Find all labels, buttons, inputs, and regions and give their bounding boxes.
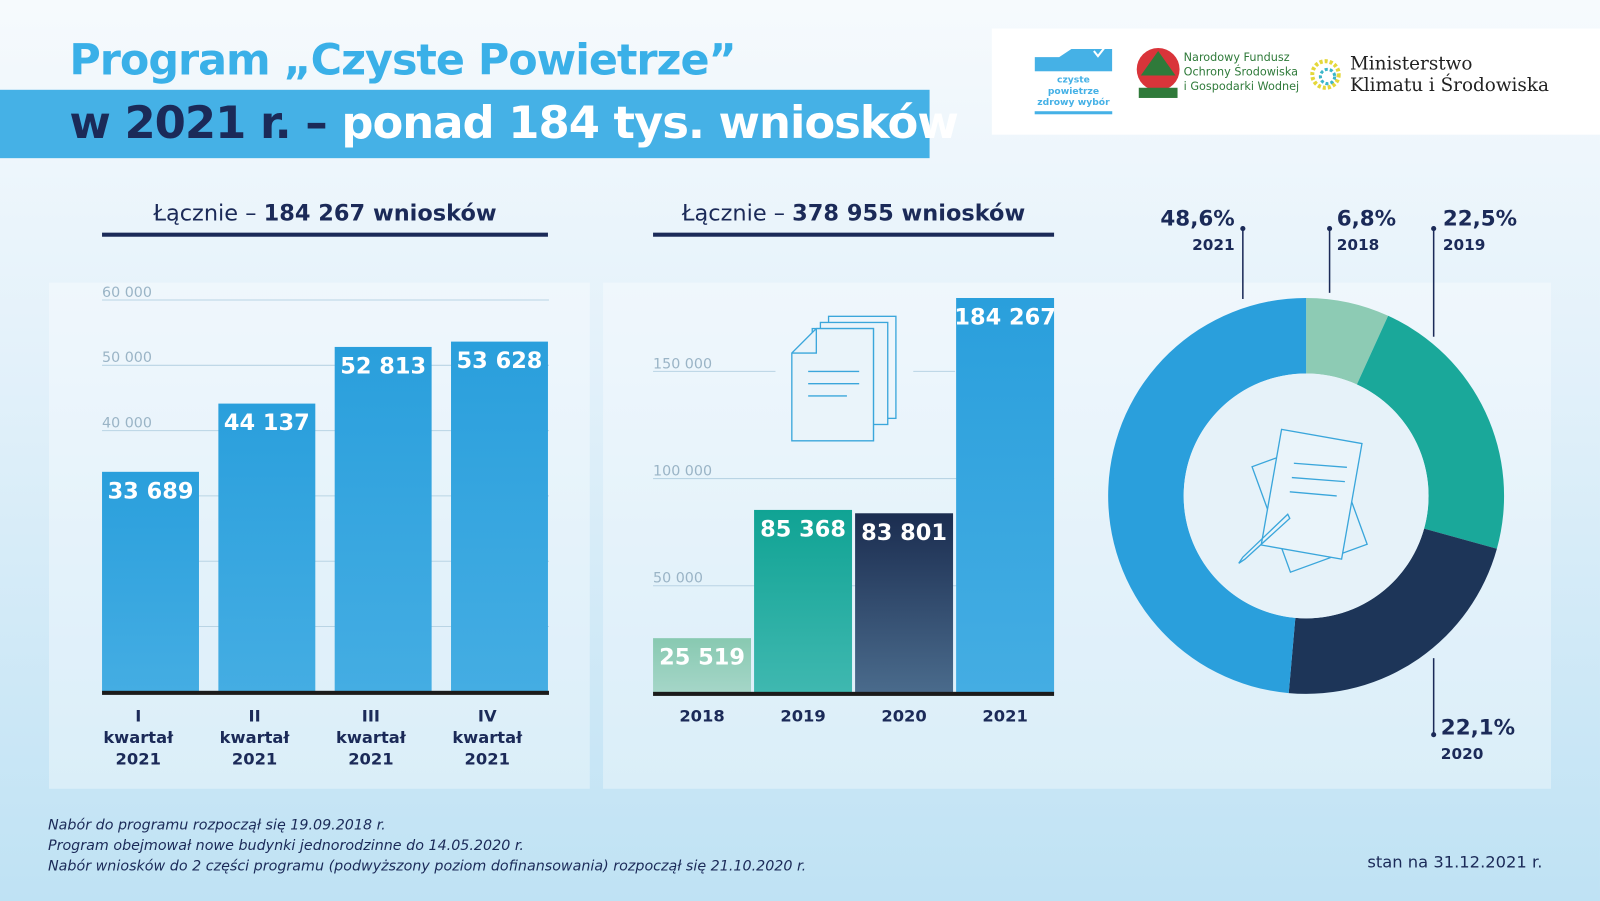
x-tick-label: 2021 [982,706,1027,725]
x-tick-label: kwartał [452,728,523,747]
title-band [0,89,930,159]
subtitle-value: 378 955 wniosków [792,201,1026,227]
y-tick-label: 60 000 [102,285,152,301]
bar-II-kwartał-2021 [218,403,316,692]
leader-dot [1431,732,1437,738]
footer-note: Nabór do programu rozpoczął się 19.09.20… [47,817,386,834]
yearly-subtitle: Łącznie – 378 955 wniosków [653,201,1054,227]
bar-IV-kwartał-2021 [451,341,548,692]
x-tick-label: kwartał [220,728,291,747]
logo-text: zdrowy wybór [1037,97,1110,109]
documents-pen-icon [1238,428,1369,574]
bar-value-label: 184 267 [954,305,1055,331]
subtitle-rule [102,232,548,237]
title-dark-part: w 2021 r. – [69,96,327,149]
bar-III-kwartał-2021 [334,346,432,692]
subtitle-prefix: Łącznie – [153,201,264,227]
footer-note: Program obejmował nowe budynki jednorodz… [47,837,524,855]
logo-text: czyste powietrze [1047,75,1100,97]
bar-value-label: 44 137 [224,410,310,436]
bar-value-label: 83 801 [861,520,947,546]
logo-text: Ministerstwo [1349,53,1473,75]
yearly-bar-chart: 50 000 100 000 150 000 25 519 2018 85 368 2019… [653,297,1056,725]
y-tick-label: 50 000 [102,350,152,366]
footer-note: Nabór wniosków do 2 części programu (pod… [47,858,807,875]
donut-slice-2021 [1108,297,1307,694]
x-tick-label: kwartał [103,728,174,747]
bar-2020 [855,513,954,693]
donut-category-label: 2018 [1337,236,1380,254]
nfosigw-logo [1135,47,1182,104]
bar-2019 [754,509,853,693]
x-tick-label: 2018 [679,706,724,725]
donut-slice-2020 [1288,528,1497,694]
logo-text: Ochrony Środowiska [1183,65,1299,79]
title-line-2: w 2021 r. – ponad 184 tys. wniosków [69,96,958,149]
bar-value-label: 25 519 [659,645,745,671]
x-tick-label: 2021 [232,749,277,768]
donut-category-label: 2020 [1441,745,1484,763]
bar-value-label: 85 368 [760,516,846,542]
donut-value-label: 48,6% [1160,207,1234,232]
nfosigw-text: Narodowy Fundusz Ochrony Środowiska i Gosp… [1184,51,1299,94]
x-tick-label: IV [478,706,497,725]
ministry-swirl-icon [1310,59,1341,90]
x-tick-label: 2020 [881,706,926,725]
logo-text: Narodowy Fundusz [1183,51,1290,65]
subtitle-prefix: Łącznie – [681,201,793,227]
x-tick-label: 2021 [465,749,510,768]
leader-dot [1431,226,1437,232]
donut-category-label: 2021 [1192,236,1235,254]
leader-dot [1240,226,1246,232]
bar-value-label: 53 628 [457,348,543,374]
quarterly-subtitle: Łącznie – 184 267 wniosków [102,201,548,227]
donut-value-label: 6,8% [1337,207,1396,232]
donut-value-label: 22,1% [1441,716,1515,741]
y-tick-label: 40 000 [102,416,152,432]
y-tick-label: 50 000 [653,571,703,587]
logo-text: i Gospodarki Wodnej [1183,79,1300,93]
bar-2018 [653,638,752,693]
tree-emblem-icon [1136,47,1180,98]
subtitle-rule [653,232,1055,237]
bar-value-label: 33 689 [108,478,194,504]
donut-slice-2018 [1306,297,1389,385]
house-check-icon [1034,46,1113,72]
ministry-text: Ministerstwo Klimatu i Środowiska [1350,53,1549,96]
donut-slice-2019 [1356,315,1505,549]
x-tick-label: kwartał [336,728,407,747]
logo-text: Klimatu i Środowiska [1349,74,1549,96]
logos-box: czyste powietrze zdrowy wybór Narodowy Fu… [991,28,1600,135]
footer-notes: Nabór do programu rozpoczął się 19.09.20… [48,815,806,876]
czyste-powietrze-logo: czyste powietrze zdrowy wybór [1034,46,1113,115]
donut-category-label: 2019 [1443,236,1486,254]
bar-2021 [956,297,1055,693]
x-tick-label: 2019 [780,706,825,725]
x-tick-label: 2021 [348,749,393,768]
title-line-1: Program „Czyste Powietrze” [69,34,736,85]
x-tick-label: III [362,706,380,725]
x-tick-label: II [249,706,261,725]
x-tick-label: I [135,706,141,725]
documents-icon [791,315,897,442]
donut-value-label: 22,5% [1443,207,1517,232]
subtitle-value: 184 267 wniosków [263,201,497,227]
title-light-part: ponad 184 tys. wniosków [326,96,958,149]
y-tick-label: 100 000 [653,464,712,480]
leader-dot [1327,226,1333,232]
x-tick-label: 2021 [116,749,161,768]
bar-value-label: 52 813 [340,353,426,379]
x-axis-line [102,690,549,695]
y-tick-label: 150 000 [653,356,712,372]
x-axis-line [653,691,1055,696]
status-date: stan na 31.12.2021 r. [1367,852,1543,872]
bar-I-kwartał-2021 [102,471,199,692]
